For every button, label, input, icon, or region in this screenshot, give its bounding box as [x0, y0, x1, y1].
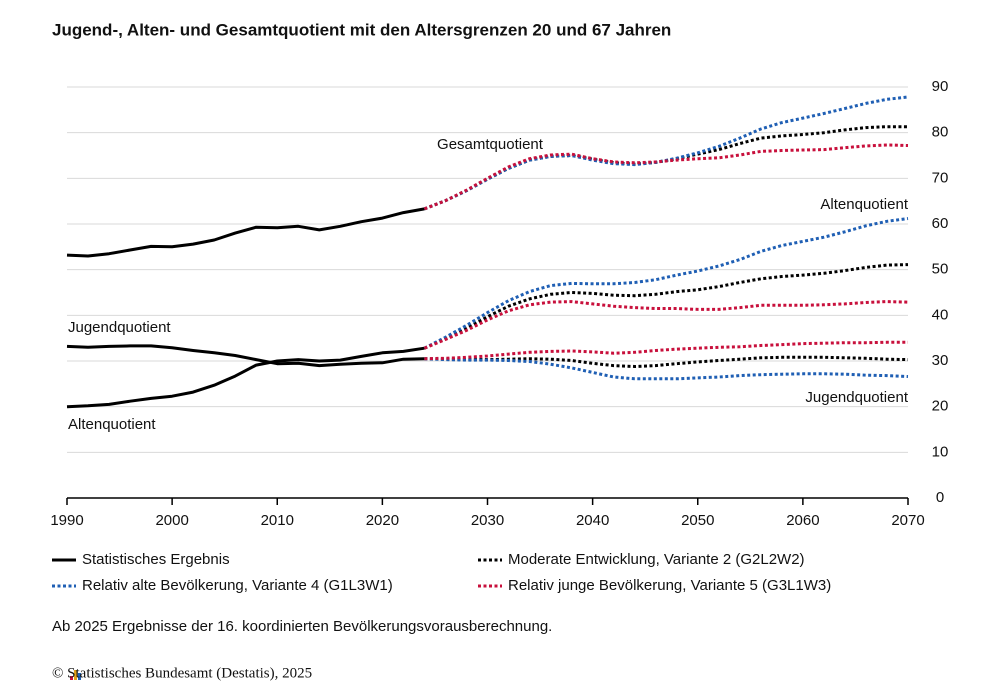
annotation: Altenquotient — [820, 196, 908, 213]
line-gesamt — [66, 207, 425, 258]
legend-label: Relativ junge Bevölkerung, Variante 5 (G… — [508, 577, 831, 594]
line-gesamt — [423, 143, 909, 211]
logo — [70, 670, 81, 680]
line-jugend — [424, 340, 908, 361]
y-tick-label: 50 — [932, 261, 949, 278]
x-tick-label: 2060 — [786, 512, 819, 529]
source: © Statistisches Bundesamt (Destatis), 20… — [52, 665, 312, 681]
annotation: Jugendquotient — [68, 319, 171, 336]
x-tick-label: 1990 — [50, 512, 83, 529]
y-tick-label: 30 — [932, 352, 949, 369]
line-alten — [66, 346, 425, 409]
annotation: Altenquotient — [68, 416, 156, 433]
y-tick-label: 10 — [932, 443, 949, 460]
y-tick-label: 80 — [932, 124, 949, 141]
y-tick-label: 40 — [932, 306, 949, 323]
annotation: Gesamtquotient — [437, 136, 544, 153]
x-tick-label: 2070 — [891, 512, 924, 529]
y-tick-label: 0 — [936, 489, 944, 506]
line-alten — [423, 263, 909, 350]
x-tick-label: 2010 — [261, 512, 294, 529]
line-jugend — [424, 357, 909, 381]
annotation: Jugendquotient — [805, 389, 908, 406]
legend-label: Moderate Entwicklung, Variante 2 (G2L2W2… — [508, 551, 805, 568]
y-tick-label: 20 — [932, 398, 949, 415]
line-alten — [423, 300, 909, 350]
x-tick-label: 2020 — [366, 512, 399, 529]
chart-note: Ab 2025 Ergebnisse der 16. koordinierten… — [52, 618, 552, 635]
x-tick-label: 2040 — [576, 512, 609, 529]
legend-label: Statistisches Ergebnis — [82, 551, 230, 568]
line-alten — [423, 217, 909, 350]
y-tick-label: 70 — [932, 169, 949, 186]
y-tick-label: 90 — [932, 78, 949, 95]
chart-title: Jugend-, Alten- und Gesamtquotient mit d… — [52, 20, 671, 39]
line-jugend — [66, 344, 425, 368]
line-jugend — [424, 355, 909, 368]
x-tick-label: 2030 — [471, 512, 504, 529]
x-tick-label: 2000 — [155, 512, 188, 529]
legend-label: Relativ alte Bevölkerung, Variante 4 (G1… — [82, 577, 393, 594]
x-tick-label: 2050 — [681, 512, 714, 529]
y-tick-label: 60 — [932, 215, 949, 232]
